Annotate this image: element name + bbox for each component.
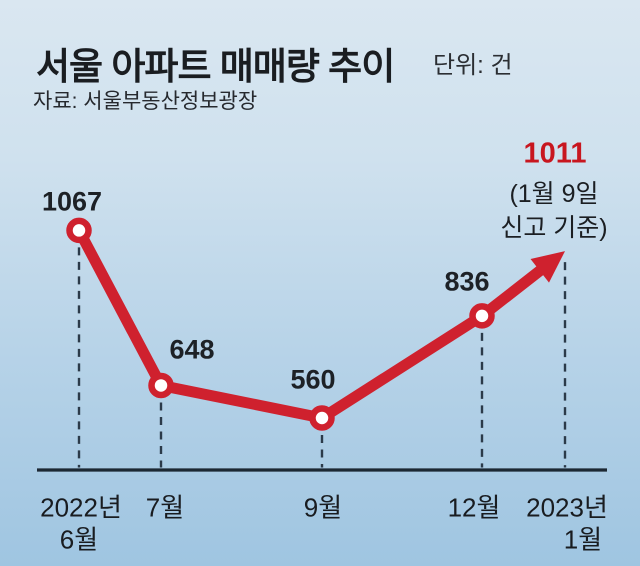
- unit-label: 단위: 건: [433, 52, 513, 79]
- x-axis-label-dec: 12월: [447, 492, 501, 523]
- report-date-note-line2: 신고 기준): [500, 214, 608, 242]
- x-axis-label-jun: 6월: [59, 524, 99, 555]
- report-date-note-line1: (1월 9일: [509, 180, 599, 208]
- report-date-note: (1월 9일 신고 기준): [500, 177, 607, 245]
- x-axis-label-jul: 7월: [145, 492, 185, 523]
- value-label: 836: [444, 266, 490, 297]
- value-label: 1067: [41, 186, 103, 217]
- value-label: 648: [169, 334, 215, 365]
- x-axis-label-2022: 2022년: [40, 492, 122, 523]
- value-label: 560: [290, 364, 336, 395]
- x-axis-label-jan: 1월: [563, 524, 603, 555]
- latest-value-label: 1011: [523, 137, 587, 170]
- chart-title: 서울 아파트 매매량 추이: [36, 46, 395, 87]
- source-label: 자료: 서울부동산정보광장: [33, 90, 258, 113]
- x-axis-label-sep: 9월: [303, 492, 343, 523]
- x-axis-label-2023: 2023년: [526, 492, 608, 523]
